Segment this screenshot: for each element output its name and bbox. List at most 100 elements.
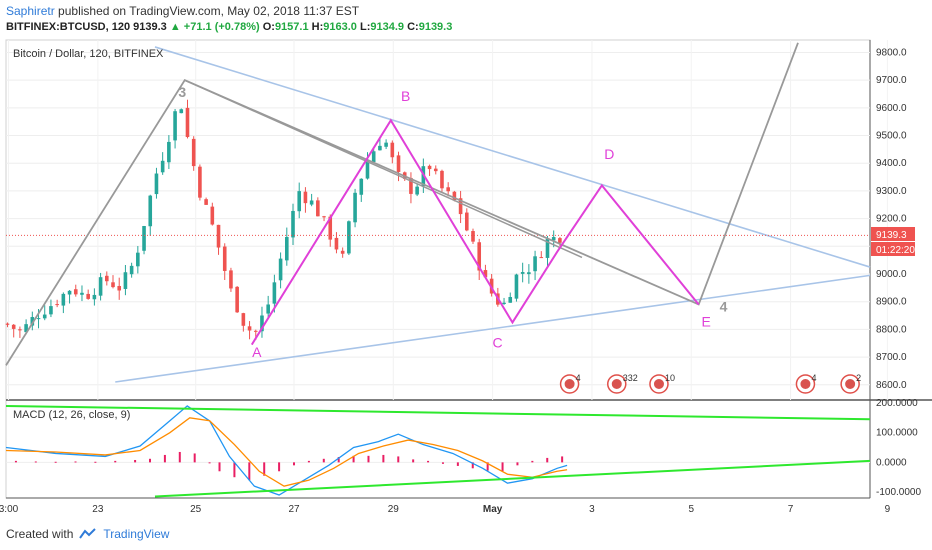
candle-body (477, 242, 482, 271)
macd-histogram-bar (134, 459, 137, 463)
candle-body (502, 302, 506, 304)
x-tick-label: 3:00 (0, 504, 19, 515)
grid-lines (6, 40, 888, 400)
macd-histogram-bar (352, 455, 355, 463)
macd-histogram-bar (412, 459, 415, 463)
macd-histogram-bar (74, 461, 77, 463)
candle-body (179, 109, 184, 114)
tradingview-logo-icon (79, 528, 97, 539)
candle-body (520, 272, 525, 274)
candle-body (291, 210, 295, 238)
candle-body (222, 246, 227, 271)
macd-histogram-bar (14, 460, 17, 463)
x-tick-label: 5 (688, 504, 694, 515)
candle-body (5, 323, 10, 325)
y-tick-label: 9500.0 (876, 131, 907, 142)
wave-label: D (604, 146, 614, 162)
last-price: 9139.3 (133, 21, 167, 33)
candle-body (508, 296, 513, 303)
event-badges[interactable]: 4 332 10 4 2 (559, 373, 862, 394)
signal-line (5, 417, 568, 487)
candles (5, 99, 562, 340)
high-value: 9163.0 (323, 21, 357, 33)
candle-body (322, 216, 326, 218)
y-tick-label: 9200.0 (876, 214, 907, 225)
macd-histogram-bar (501, 462, 504, 472)
tradingview-link[interactable]: TradingView (103, 527, 170, 541)
event-count: 2 (856, 373, 861, 383)
candle-body (160, 160, 165, 173)
macd-histogram-bar (337, 457, 340, 463)
candle-body (347, 221, 351, 254)
trend-lines (115, 46, 871, 383)
close-label: C: (407, 21, 419, 33)
candle-body (123, 272, 128, 289)
countdown-badge (871, 242, 915, 256)
candle-body (378, 145, 382, 151)
candle-body (92, 294, 97, 300)
wave-label: E (701, 314, 710, 330)
candle-body (465, 212, 469, 231)
event-count: 332 (623, 373, 638, 383)
footer: Created with TradingView (6, 527, 169, 541)
candle-body (409, 177, 413, 194)
candle-body (173, 111, 177, 141)
price-change: ▲ +71.1 (+0.78%) (169, 21, 260, 33)
candle-body (73, 289, 78, 295)
candle-body (446, 187, 450, 192)
candle-body (247, 326, 252, 331)
candle-body (278, 258, 283, 281)
candle-body (316, 200, 320, 217)
y-tick-label: 8700.0 (876, 352, 907, 363)
event-count: 4 (576, 373, 581, 383)
macd-histogram-bar (546, 457, 549, 463)
high-label: H: (311, 21, 324, 33)
candle-body (303, 191, 308, 204)
candle-body (167, 141, 171, 163)
candle-body (551, 237, 556, 241)
macd-histogram-bar (397, 456, 400, 463)
symbol-name: BITFINEX:BTCUSD, 120 (6, 21, 131, 33)
candle-body (61, 293, 66, 306)
candle-body (353, 192, 357, 223)
created-with-text: Created with (6, 527, 74, 541)
candle-body (105, 275, 109, 282)
x-tick-label: 7 (788, 504, 794, 515)
candle-body (117, 285, 122, 291)
macd-histogram-bar (322, 458, 325, 463)
macd-line (5, 405, 568, 496)
candle-body (539, 257, 544, 259)
candle-body (67, 290, 72, 295)
candle-body (98, 277, 103, 296)
candle-body (384, 142, 388, 147)
upper-trendline (154, 46, 871, 268)
open-label: O: (262, 21, 275, 33)
last-price-badge (871, 227, 915, 241)
candle-body (30, 317, 35, 326)
macd-histogram-bar (486, 462, 489, 471)
x-tick-label: 23 (92, 504, 104, 515)
wave-3-4-line (184, 79, 583, 259)
macd-histogram-bar (248, 462, 251, 481)
candle-body (340, 250, 345, 254)
candle-body (36, 318, 41, 320)
wave-label: 4 (720, 298, 728, 314)
candle-body (396, 155, 401, 172)
candle-body (111, 282, 115, 288)
author-link[interactable]: Saphiretr (6, 4, 55, 18)
x-tick-label: 27 (288, 504, 300, 515)
candle-body (433, 168, 438, 172)
x-tick-label: 3 (589, 504, 595, 515)
y-axis-ticks: 8600.08700.08800.08900.09000.09100.09200… (876, 47, 921, 498)
drawing-overlays: 3 A B C D E4 (5, 42, 870, 366)
candle-body (204, 199, 208, 205)
x-tick-label: 25 (190, 504, 202, 515)
y-tick-label: 9400.0 (876, 158, 907, 169)
candle-body (42, 314, 47, 319)
candle-body (545, 238, 550, 258)
macd-title: MACD (12, 26, close, 9) (13, 409, 130, 421)
candle-body (210, 206, 215, 225)
macd-y-tick-label: 100.0000 (876, 428, 918, 439)
macd-histogram-bar (218, 462, 221, 472)
